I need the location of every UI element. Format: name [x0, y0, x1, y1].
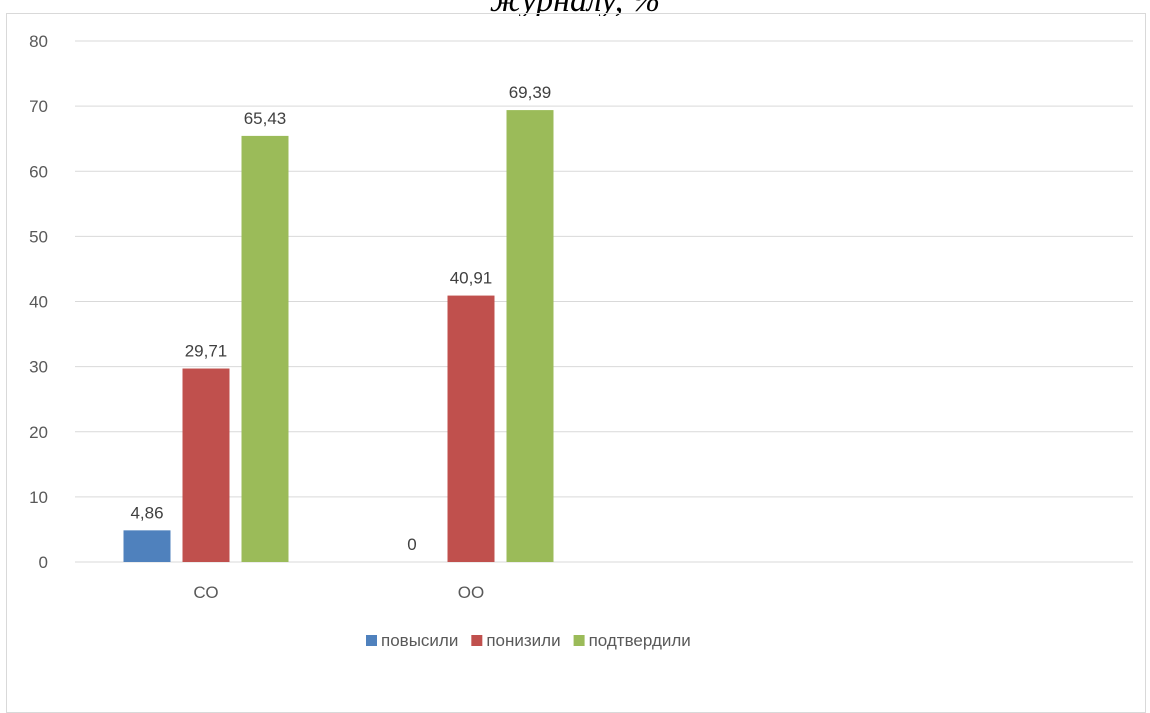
data-labels: 4,86 29,71 65,43 0 40,91 69,39 — [130, 83, 551, 554]
data-label: 65,43 — [244, 109, 287, 128]
y-tick-label: 70 — [29, 97, 48, 116]
legend-label: подтвердили — [589, 631, 691, 650]
y-tick-label: 20 — [29, 423, 48, 442]
bar — [241, 135, 289, 562]
data-label: 69,39 — [509, 83, 552, 102]
y-tick-label: 10 — [29, 488, 48, 507]
bar — [506, 110, 554, 562]
legend-swatch — [573, 635, 585, 646]
data-label: 4,86 — [130, 503, 163, 522]
bar-chart: 0 10 20 30 40 50 60 70 80 4,86 29,71 65,43 0 40,91 69… — [29, 32, 1133, 650]
x-tick-label: СО — [193, 583, 218, 602]
data-label: 29,71 — [185, 342, 228, 361]
y-tick-label: 50 — [29, 227, 48, 246]
y-tick-label: 0 — [39, 553, 48, 572]
y-tick-label: 30 — [29, 358, 48, 377]
bar — [182, 368, 230, 562]
y-axis-ticks: 0 10 20 30 40 50 60 70 80 — [29, 32, 48, 572]
legend-swatch — [366, 635, 377, 646]
legend-swatch — [471, 635, 483, 646]
data-label: 40,91 — [450, 269, 493, 288]
bars — [123, 110, 554, 562]
x-tick-label: ОО — [458, 583, 484, 602]
legend-label: понизили — [486, 631, 560, 650]
y-tick-label: 60 — [29, 162, 48, 181]
legend: повысили понизили подтвердили — [366, 631, 691, 650]
data-label: 0 — [407, 535, 416, 554]
bar — [123, 530, 171, 562]
gridlines — [75, 40, 1133, 563]
y-tick-label: 80 — [29, 32, 48, 51]
legend-label: повысили — [381, 631, 458, 650]
x-axis-ticks: СО ОО — [193, 583, 484, 602]
chart-title: журналу, % — [0, 0, 1150, 16]
bar — [447, 295, 495, 562]
y-tick-label: 40 — [29, 293, 48, 312]
chart-title-container: журналу, % — [0, 0, 1150, 16]
